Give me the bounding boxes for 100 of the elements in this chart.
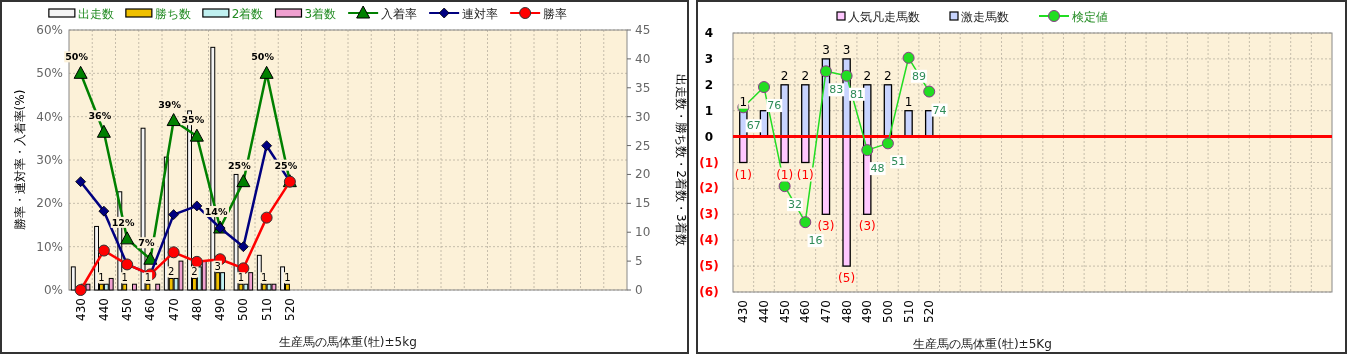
y2-tick-label: 0 (635, 283, 643, 297)
data-label: (5) (838, 271, 856, 286)
x-tick-label: 500 (236, 298, 251, 321)
data-label: 1 (98, 272, 105, 284)
legend-label: 検定値 (1072, 10, 1108, 24)
data-label: 89 (911, 69, 926, 83)
data-label: (1) (734, 167, 752, 182)
legend-label: 2着数 (231, 7, 264, 21)
legend-label: 出走数 (77, 7, 114, 21)
data-label: 12% (111, 216, 135, 228)
y2-tick-label: 15 (635, 196, 651, 211)
data-label: 1 (144, 272, 152, 284)
x-tick-label: 490 (860, 300, 875, 323)
data-label: 1 (237, 272, 245, 284)
x-axis-title: 生産馬の馬体重(牡)±5kg (279, 335, 417, 349)
y2-tick-label: 5 (635, 254, 643, 269)
y2-tick-label: 20 (635, 167, 651, 182)
x-axis-title: 生産馬の馬体重(牡)±5Kg (913, 337, 1052, 351)
data-label: 7% (138, 237, 155, 249)
x-tick-label: 520 (282, 298, 297, 321)
data-label: 1 (284, 272, 291, 284)
x-tick-label: 490 (213, 298, 228, 321)
y-tick-label: (2) (699, 181, 719, 196)
data-label: 1 (261, 272, 268, 284)
data-label: 3 (842, 42, 851, 57)
y2-tick-label: 10 (635, 225, 651, 240)
data-label: 74 (932, 103, 947, 117)
x-tick-label: 440 (96, 298, 111, 321)
legend-label: 3着数 (304, 7, 337, 21)
x-tick-label: 480 (839, 300, 854, 323)
data-label: 25% (274, 159, 298, 171)
y2-tick-label: 40 (635, 51, 651, 66)
data-label: 50% (251, 51, 275, 63)
y-tick-label: (3) (699, 207, 719, 222)
y-tick-label: (1) (699, 155, 719, 170)
x-tick-label: 460 (798, 300, 813, 323)
legend-label: 勝ち数 (154, 7, 191, 21)
x-tick-label: 510 (901, 300, 916, 323)
y-tick-label: (5) (699, 259, 719, 274)
y2-tick-label: 45 (635, 23, 651, 37)
data-label: 51 (891, 155, 906, 169)
legend-label: 人気凡走馬数 (848, 10, 920, 24)
y-tick-label: 3 (704, 51, 714, 66)
y-tick-label: 60% (36, 23, 63, 37)
x-tick-label: 520 (922, 300, 937, 323)
data-label: 2 (801, 68, 810, 83)
data-label: 1 (121, 272, 128, 284)
x-tick-label: 470 (166, 298, 181, 321)
y-axis-title: 勝率・連対率・入着率(%) (13, 89, 27, 231)
y-tick-label: 10% (36, 239, 63, 254)
data-label: (1) (776, 167, 794, 182)
data-label: (1) (796, 167, 814, 182)
data-label: 36% (88, 110, 112, 122)
x-tick-label: 430 (73, 298, 88, 321)
y-tick-label: 2 (704, 77, 714, 92)
data-label: 81 (849, 87, 864, 101)
data-label: 14% (204, 206, 228, 218)
x-tick-label: 450 (120, 298, 135, 321)
legend-label: 勝率 (543, 7, 568, 21)
data-label: 67 (746, 119, 761, 133)
y-tick-label: 0 (704, 129, 714, 144)
data-label: 50% (65, 51, 89, 63)
y-tick-label: 40% (36, 109, 63, 124)
data-label: 2 (884, 68, 892, 83)
data-label: (3) (817, 219, 835, 234)
data-label: 16 (808, 234, 823, 248)
data-label: 2 (863, 68, 872, 83)
x-tick-label: 430 (736, 300, 751, 323)
y2-tick-label: 30 (635, 109, 651, 124)
data-label: 32 (787, 198, 802, 212)
y-tick-label: 4 (704, 26, 714, 40)
data-label: 48 (870, 162, 885, 176)
y-tick-label: 0% (43, 283, 63, 297)
y-tick-label: 30% (36, 153, 63, 167)
legend-label: 激走馬数 (961, 10, 1009, 24)
x-tick-label: 460 (143, 298, 158, 321)
data-label: 3 (214, 260, 221, 272)
data-label: 1 (904, 94, 913, 109)
y-tick-label: (6) (699, 285, 719, 299)
y-tick-label: 1 (704, 103, 714, 118)
legend-label: 入着率 (381, 7, 418, 21)
data-label: 35% (181, 114, 205, 126)
x-tick-label: 450 (777, 300, 792, 323)
y-tick-label: (4) (699, 233, 719, 248)
data-label: 25% (228, 159, 252, 171)
data-label: 2 (780, 68, 789, 83)
y2-tick-label: 25 (635, 138, 651, 153)
data-label: (3) (858, 219, 876, 234)
y2-tick-label: 35 (635, 80, 651, 95)
data-label: 2 (168, 266, 175, 278)
y-tick-label: 20% (36, 196, 63, 211)
data-label: 76 (767, 99, 782, 113)
legend-label: 連対率 (462, 7, 499, 21)
y2-axis-title: 出走数・勝ち数・2着数・3着数 (674, 74, 688, 246)
x-tick-label: 510 (259, 298, 274, 321)
data-label: 39% (158, 98, 182, 110)
x-tick-label: 480 (189, 298, 204, 321)
data-label: 1 (739, 94, 748, 109)
data-label: 83 (829, 83, 844, 97)
y-tick-label: 50% (36, 66, 63, 81)
